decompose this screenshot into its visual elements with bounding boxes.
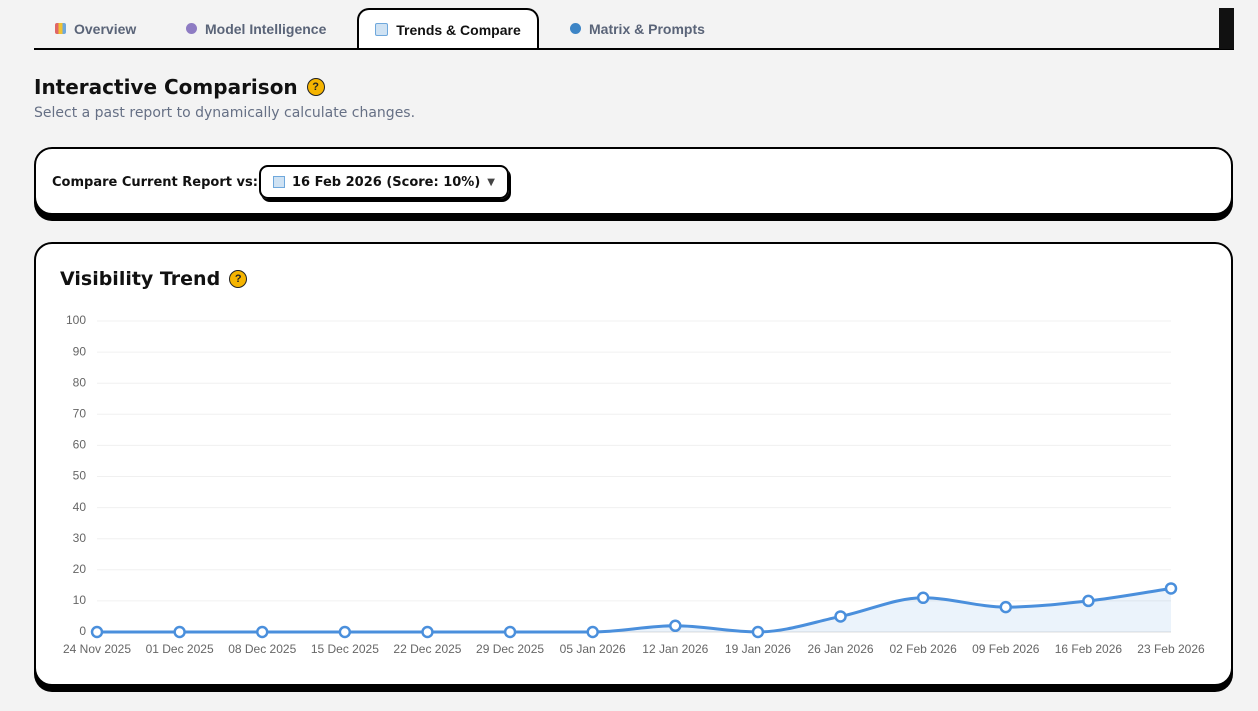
chart-title: Visibility Trend [60,268,221,290]
compare-label: Compare Current Report vs: [52,175,258,190]
tab-underline [34,48,1234,50]
tab[interactable]: Overview [55,8,136,49]
heading: Interactive Comparison ? [34,75,325,99]
scroll-widget[interactable] [1219,8,1234,49]
tab-label: Matrix & Prompts [589,20,705,37]
tab[interactable]: Matrix & Prompts [570,8,705,49]
heading-subtitle: Select a past report to dynamically calc… [34,105,416,121]
tab-label: Model Intelligence [205,20,327,37]
tab-icon [186,23,197,34]
calendar-icon [273,176,285,188]
select-arrow: ▼ [487,176,495,188]
tab-icon [570,23,581,34]
help-icon[interactable]: ? [306,78,325,96]
chart-card: Visibility Trend ? [34,242,1233,686]
compare-selected: 16 Feb 2026 (Score: 10%) [292,174,481,190]
chart-header: Visibility Trend ? [60,268,248,290]
tab-label: Overview [74,20,137,37]
tab-label: Trends & Compare [396,21,521,38]
compare-card: Compare Current Report vs: 16 Feb 2026 (… [34,147,1233,215]
help-icon[interactable]: ? [229,270,248,288]
tab-active[interactable]: Trends & Compare [357,8,539,49]
heading-title: Interactive Comparison [34,75,298,99]
tab-icon [375,23,389,36]
tab-icon [55,23,66,34]
tab[interactable]: Model Intelligence [186,8,326,49]
compare-select[interactable]: 16 Feb 2026 (Score: 10%) ▼ [259,165,509,199]
